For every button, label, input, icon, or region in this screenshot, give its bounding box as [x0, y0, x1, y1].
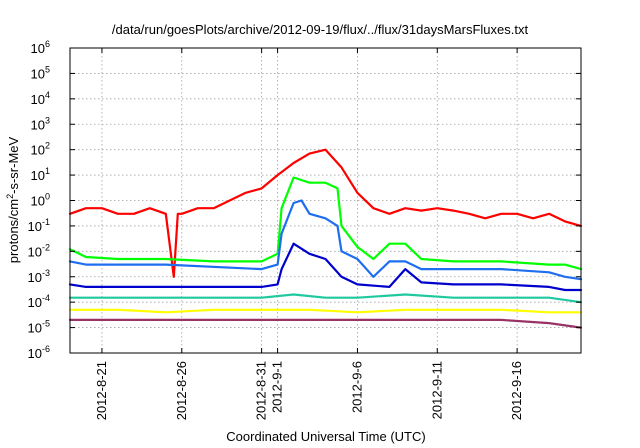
series-line-3 [68, 199, 583, 281]
x-tick-label: 2012-8-26 [174, 361, 189, 420]
y-tick-exp: 3 [45, 115, 50, 125]
y-tick-exp: 2 [45, 141, 50, 151]
y-tick-exp: -4 [42, 293, 50, 303]
y-tick-base: 10 [31, 117, 45, 132]
y-tick-exp: 4 [45, 90, 50, 100]
y-tick-label: 10-5 [28, 319, 50, 336]
y-tick-label: 106 [31, 39, 50, 56]
chart-title: /data/run/goesPlots/archive/2012-09-19/f… [112, 22, 529, 37]
x-tick-label: 2012-9-1 [270, 361, 285, 413]
y-tick-base: 10 [31, 92, 45, 107]
y-axis-label-rest: -s-sr-MeV [6, 136, 21, 193]
y-tick-label: 10-6 [28, 344, 50, 361]
y-tick-exp: -3 [42, 268, 50, 278]
y-tick-exp: -5 [42, 319, 50, 329]
y-tick-label: 10-1 [28, 217, 50, 234]
y-tick-base: 10 [28, 295, 42, 310]
y-axis-label-sup: 2 [5, 194, 15, 199]
y-tick-base: 10 [31, 194, 45, 209]
y-tick-base: 10 [28, 321, 42, 336]
series-line-6 [68, 308, 583, 314]
y-tick-label: 100 [31, 192, 50, 209]
y-tick-label: 10-2 [28, 242, 50, 259]
y-tick-exp: 0 [45, 192, 50, 202]
y-tick-base: 10 [31, 143, 45, 158]
y-tick-label: 102 [31, 141, 50, 158]
y-axis-ticks: 10-610-510-410-310-210-11001011021031041… [28, 39, 581, 361]
grid [70, 47, 581, 354]
x-tick-label: 2012-9-16 [509, 361, 524, 420]
y-tick-base: 10 [31, 168, 45, 183]
x-tick-label: 2012-9-11 [429, 361, 444, 419]
y-tick-base: 10 [28, 270, 42, 285]
y-tick-label: 105 [31, 64, 50, 81]
y-tick-label: 103 [31, 115, 50, 132]
series-line-1 [68, 148, 583, 278]
y-tick-exp: 1 [45, 166, 50, 176]
x-axis-ticks: 2012-8-21 2012-8-26 2012-8-31 2012-9-1 2012-… [94, 48, 524, 420]
x-tick-label: 2012-8-31 [254, 361, 269, 420]
x-axis-label: Coordinated Universal Time (UTC) [226, 429, 425, 444]
y-tick-exp: 5 [45, 64, 50, 74]
y-tick-label: 10-4 [28, 293, 50, 310]
series-line-2 [68, 176, 583, 271]
y-tick-exp: -6 [42, 344, 50, 354]
y-axis-label: protons/cm2-s-sr-MeV [5, 136, 21, 263]
y-tick-base: 10 [28, 346, 42, 361]
y-tick-label: 101 [31, 166, 50, 183]
x-tick-label: 2012-8-21 [94, 361, 109, 420]
y-tick-base: 10 [28, 219, 42, 234]
y-tick-label: 104 [31, 90, 50, 107]
y-tick-base: 10 [28, 244, 42, 259]
y-tick-base: 10 [31, 66, 45, 81]
x-tick-label: 2012-9-6 [349, 361, 364, 413]
y-tick-exp: -2 [42, 242, 50, 252]
series-line-5 [68, 293, 583, 304]
y-tick-exp: -1 [42, 217, 50, 227]
y-tick-label: 10-3 [28, 268, 50, 285]
series-line-7 [68, 318, 583, 329]
series-layer [68, 148, 583, 329]
y-axis-label-base: protons/cm [6, 199, 21, 263]
y-tick-base: 10 [31, 41, 45, 56]
y-tick-exp: 6 [45, 39, 50, 49]
series-line-4 [68, 242, 583, 292]
